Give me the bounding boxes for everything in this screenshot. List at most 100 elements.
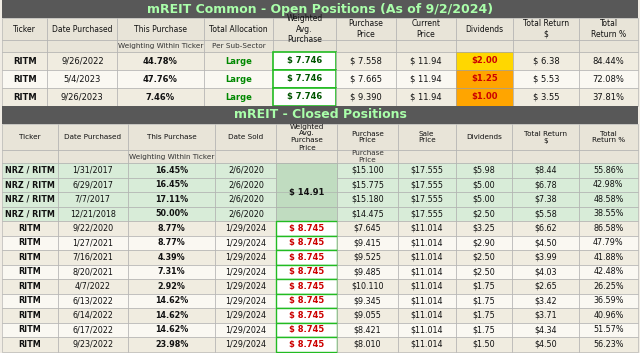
Text: 14.62%: 14.62% bbox=[155, 296, 188, 305]
Bar bbox=[2, 124, 58, 150]
Bar bbox=[2, 70, 47, 88]
Bar bbox=[512, 308, 579, 323]
Bar bbox=[58, 308, 128, 323]
Bar bbox=[204, 52, 273, 70]
Bar bbox=[204, 70, 273, 88]
Bar bbox=[216, 150, 276, 163]
Text: 1/29/2024: 1/29/2024 bbox=[225, 325, 266, 334]
Bar bbox=[117, 18, 204, 40]
Bar bbox=[513, 52, 579, 70]
Text: 1/29/2024: 1/29/2024 bbox=[225, 238, 266, 247]
Text: $4.03: $4.03 bbox=[534, 267, 557, 276]
Bar bbox=[216, 323, 276, 337]
Text: $ 7.665: $ 7.665 bbox=[350, 74, 382, 84]
Bar bbox=[273, 18, 336, 40]
Text: $ 8.745: $ 8.745 bbox=[289, 340, 324, 349]
Bar bbox=[128, 323, 216, 337]
Text: 47.79%: 47.79% bbox=[593, 238, 623, 247]
Bar bbox=[276, 323, 337, 337]
Bar bbox=[276, 178, 337, 192]
Bar bbox=[456, 308, 512, 323]
Text: Sale
Price: Sale Price bbox=[418, 131, 436, 144]
Bar bbox=[216, 124, 276, 150]
Bar bbox=[512, 323, 579, 337]
Bar bbox=[128, 279, 216, 293]
Bar bbox=[336, 40, 396, 52]
Text: $ 5.53: $ 5.53 bbox=[533, 74, 559, 84]
Text: $8.010: $8.010 bbox=[354, 340, 381, 349]
Text: $ 3.55: $ 3.55 bbox=[533, 92, 559, 102]
Bar bbox=[456, 207, 512, 221]
Text: NRZ / RITM: NRZ / RITM bbox=[5, 180, 55, 189]
Text: RITM: RITM bbox=[13, 92, 36, 102]
Text: 55.86%: 55.86% bbox=[593, 166, 623, 175]
Bar bbox=[273, 70, 336, 88]
Bar bbox=[579, 52, 638, 70]
Bar bbox=[128, 264, 216, 279]
Bar bbox=[398, 178, 456, 192]
Text: 16.45%: 16.45% bbox=[155, 180, 188, 189]
Bar bbox=[2, 250, 58, 264]
Text: This Purchase: This Purchase bbox=[147, 134, 196, 140]
Text: 1/27/2021: 1/27/2021 bbox=[72, 238, 113, 247]
Bar bbox=[128, 293, 216, 308]
Text: $ 7.746: $ 7.746 bbox=[287, 92, 322, 102]
Text: 36.59%: 36.59% bbox=[593, 296, 623, 305]
Bar bbox=[2, 150, 58, 163]
Bar bbox=[456, 323, 512, 337]
Text: NRZ / RITM: NRZ / RITM bbox=[5, 209, 55, 218]
Bar bbox=[512, 163, 579, 178]
Text: $17.555: $17.555 bbox=[410, 195, 444, 204]
Bar bbox=[336, 88, 396, 106]
Bar bbox=[58, 192, 128, 207]
Bar bbox=[396, 70, 456, 88]
Text: $2.65: $2.65 bbox=[534, 282, 557, 291]
Bar bbox=[58, 163, 128, 178]
Text: $2.50: $2.50 bbox=[472, 267, 495, 276]
Text: $9.415: $9.415 bbox=[353, 238, 381, 247]
Text: $1.25: $1.25 bbox=[471, 74, 498, 84]
Text: $3.99: $3.99 bbox=[534, 253, 557, 262]
Bar bbox=[512, 221, 579, 235]
Text: mREIT - Closed Positions: mREIT - Closed Positions bbox=[234, 108, 406, 121]
Text: Total Allocation: Total Allocation bbox=[209, 24, 268, 34]
Bar bbox=[216, 279, 276, 293]
Bar bbox=[216, 178, 276, 192]
Bar bbox=[512, 207, 579, 221]
Text: $9.485: $9.485 bbox=[353, 267, 381, 276]
Text: 1/29/2024: 1/29/2024 bbox=[225, 311, 266, 320]
Text: 6/17/2022: 6/17/2022 bbox=[72, 325, 113, 334]
Text: $17.555: $17.555 bbox=[410, 209, 444, 218]
Text: $5.00: $5.00 bbox=[472, 195, 495, 204]
Bar bbox=[398, 264, 456, 279]
Text: 38.55%: 38.55% bbox=[593, 209, 623, 218]
Text: $ 11.94: $ 11.94 bbox=[410, 56, 442, 66]
Bar bbox=[579, 40, 638, 52]
Text: $15.180: $15.180 bbox=[351, 195, 384, 204]
Text: $4.34: $4.34 bbox=[534, 325, 557, 334]
Bar bbox=[579, 192, 638, 207]
Text: $11.014: $11.014 bbox=[410, 267, 443, 276]
Text: 4/7/2022: 4/7/2022 bbox=[75, 282, 111, 291]
Bar bbox=[398, 192, 456, 207]
Text: $7.645: $7.645 bbox=[353, 224, 381, 233]
Text: $14.475: $14.475 bbox=[351, 209, 384, 218]
Bar bbox=[2, 293, 58, 308]
Bar bbox=[276, 192, 337, 207]
Bar bbox=[58, 235, 128, 250]
Bar bbox=[216, 207, 276, 221]
Text: 6/14/2022: 6/14/2022 bbox=[72, 311, 113, 320]
Bar bbox=[456, 163, 512, 178]
Text: $ 8.745: $ 8.745 bbox=[289, 238, 324, 247]
Text: $2.50: $2.50 bbox=[472, 209, 495, 218]
Bar bbox=[579, 323, 638, 337]
Text: 41.88%: 41.88% bbox=[593, 253, 623, 262]
Bar bbox=[337, 293, 398, 308]
Text: RITM: RITM bbox=[19, 296, 41, 305]
Text: 44.78%: 44.78% bbox=[143, 56, 178, 66]
Text: 50.00%: 50.00% bbox=[155, 209, 188, 218]
Bar bbox=[579, 88, 638, 106]
Text: $ 7.746: $ 7.746 bbox=[287, 56, 322, 66]
Bar bbox=[512, 293, 579, 308]
Text: RITM: RITM bbox=[13, 56, 36, 66]
